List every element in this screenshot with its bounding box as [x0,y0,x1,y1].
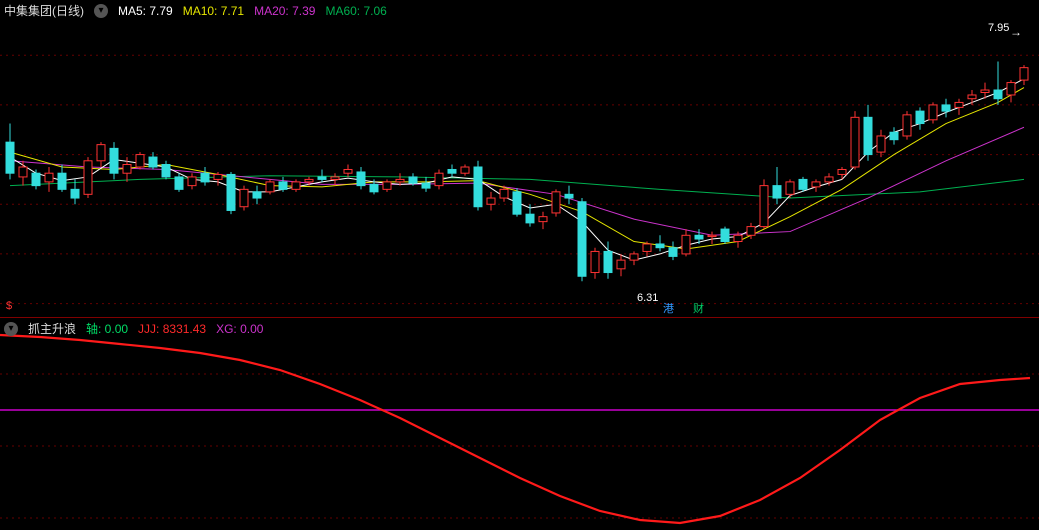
toggle-icon[interactable]: ▾ [94,4,108,18]
chart-container: 中集集团(日线) ▾ MA5: 7.79 MA10: 7.71 MA20: 7.… [0,0,1039,530]
main-header: 中集集团(日线) ▾ MA5: 7.79 MA10: 7.71 MA20: 7.… [4,2,387,19]
arrow-high-icon: → [1010,25,1022,39]
candlestick-panel[interactable]: 中集集团(日线) ▾ MA5: 7.79 MA10: 7.71 MA20: 7.… [0,0,1039,318]
ma20-label: MA20: 7.39 [254,4,315,18]
zhou-label: 轴: 0.00 [86,320,128,337]
indicator-lines [0,318,1039,530]
low-price-label: 6.31 [637,292,658,304]
cai-marker: 财 [693,300,704,316]
gang-marker: 港 [663,300,674,316]
ma60-label: MA60: 7.06 [325,4,386,18]
candles [0,0,1039,318]
indicator-title: 抓主升浪 [28,320,76,337]
xg-label: XG: 0.00 [216,322,263,336]
stock-title: 中集集团(日线) [4,2,84,19]
high-price-label: 7.95 [988,22,1009,34]
ma5-label: MA5: 7.79 [118,4,173,18]
dollar-marker: $ [6,300,12,312]
indicator-panel[interactable]: ▾ 抓主升浪 轴: 0.00 JJJ: 8331.43 XG: 0.00 [0,318,1039,530]
ma10-label: MA10: 7.71 [183,4,244,18]
sub-header: ▾ 抓主升浪 轴: 0.00 JJJ: 8331.43 XG: 0.00 [4,320,263,337]
jjj-label: JJJ: 8331.43 [138,322,206,336]
toggle-icon[interactable]: ▾ [4,322,18,336]
